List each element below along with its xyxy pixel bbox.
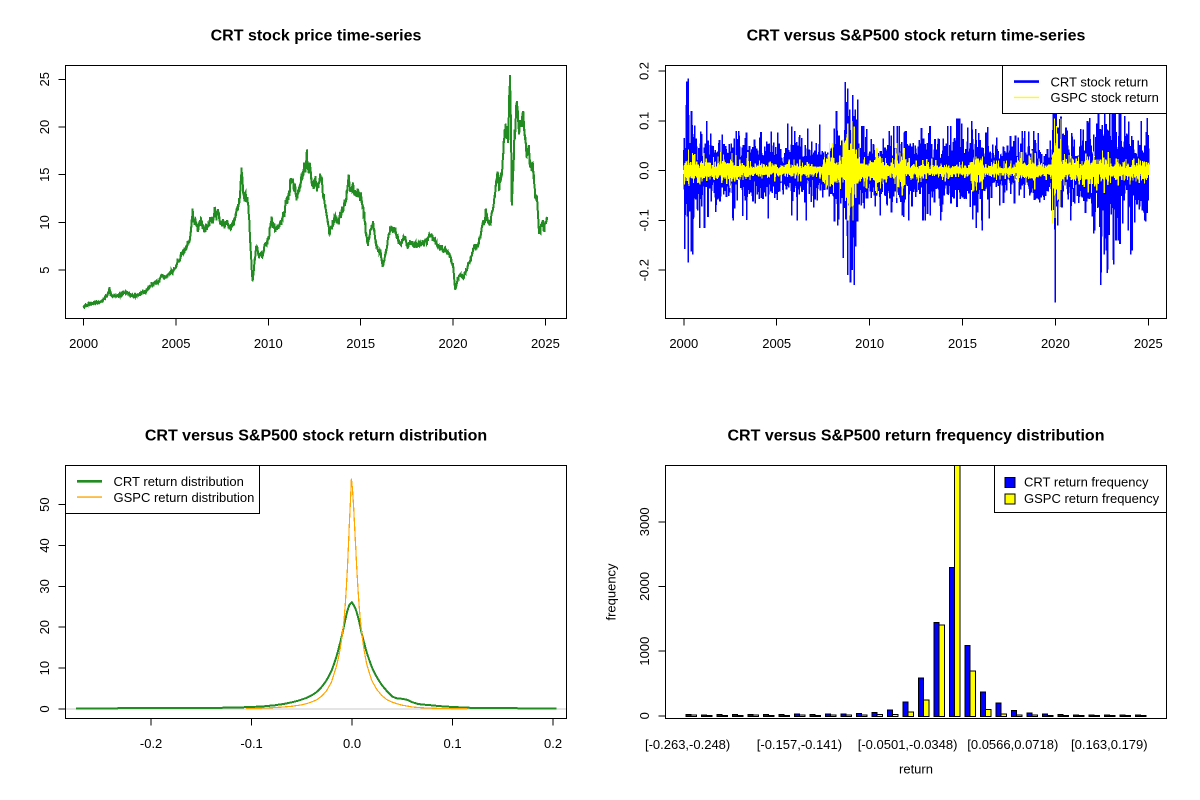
svg-text:2000: 2000 [69, 336, 98, 351]
svg-text:20: 20 [37, 120, 52, 134]
svg-text:0.0: 0.0 [343, 736, 361, 751]
svg-text:2020: 2020 [439, 336, 468, 351]
svg-text:2025: 2025 [531, 336, 560, 351]
svg-text:frequency: frequency [604, 563, 619, 621]
svg-text:0.1: 0.1 [637, 112, 652, 130]
svg-text:10: 10 [37, 215, 52, 229]
svg-text:CRT stock return: CRT stock return [1051, 74, 1149, 89]
svg-text:2025: 2025 [1134, 336, 1163, 351]
svg-text:0.1: 0.1 [444, 736, 462, 751]
svg-text:2000: 2000 [637, 572, 652, 601]
svg-text:2020: 2020 [1041, 336, 1070, 351]
svg-text:0.2: 0.2 [637, 62, 652, 80]
svg-text:2015: 2015 [346, 336, 375, 351]
svg-text:-0.2: -0.2 [637, 259, 652, 281]
svg-text:0.2: 0.2 [544, 736, 562, 751]
svg-text:50: 50 [37, 497, 52, 511]
svg-text:[-0.0501,-0.0348): [-0.0501,-0.0348) [858, 737, 958, 752]
svg-text:CRT return frequency: CRT return frequency [1024, 474, 1149, 489]
svg-text:2005: 2005 [162, 336, 191, 351]
svg-text:[0.0566,0.0718): [0.0566,0.0718) [967, 737, 1058, 752]
svg-text:30: 30 [37, 579, 52, 593]
svg-text:-0.1: -0.1 [240, 736, 262, 751]
svg-text:1000: 1000 [637, 637, 652, 666]
svg-text:CRT versus S&P500 stock return: CRT versus S&P500 stock return distribut… [145, 427, 487, 444]
svg-text:2000: 2000 [669, 336, 698, 351]
svg-text:CRT return distribution: CRT return distribution [114, 474, 244, 489]
svg-text:-0.2: -0.2 [140, 736, 162, 751]
svg-text:return: return [899, 762, 933, 777]
svg-text:15: 15 [37, 167, 52, 181]
svg-text:GSPC return frequency: GSPC return frequency [1024, 491, 1160, 506]
svg-text:2010: 2010 [855, 336, 884, 351]
svg-text:2015: 2015 [948, 336, 977, 351]
svg-text:GSPC return distribution: GSPC return distribution [114, 490, 255, 505]
svg-text:CRT versus S&P500 stock return: CRT versus S&P500 stock return time-seri… [747, 27, 1086, 44]
svg-text:[0.163,0.179): [0.163,0.179) [1071, 737, 1148, 752]
svg-text:GSPC stock return: GSPC stock return [1051, 90, 1159, 105]
svg-text:5: 5 [37, 266, 52, 273]
svg-text:[-0.263,-0.248): [-0.263,-0.248) [645, 737, 730, 752]
svg-text:0: 0 [637, 712, 652, 719]
svg-text:CRT stock price time-series: CRT stock price time-series [211, 27, 422, 44]
svg-text:2005: 2005 [762, 336, 791, 351]
svg-text:20: 20 [37, 620, 52, 634]
svg-text:[-0.157,-0.141): [-0.157,-0.141) [757, 737, 842, 752]
svg-text:3000: 3000 [637, 507, 652, 536]
svg-text:0.0: 0.0 [637, 162, 652, 180]
svg-text:-0.1: -0.1 [637, 209, 652, 231]
svg-text:40: 40 [37, 538, 52, 552]
svg-text:2010: 2010 [254, 336, 283, 351]
svg-text:CRT versus S&P500 return frequ: CRT versus S&P500 return frequency distr… [728, 427, 1105, 444]
svg-text:0: 0 [37, 705, 52, 712]
svg-text:25: 25 [37, 72, 52, 86]
svg-text:10: 10 [37, 661, 52, 675]
